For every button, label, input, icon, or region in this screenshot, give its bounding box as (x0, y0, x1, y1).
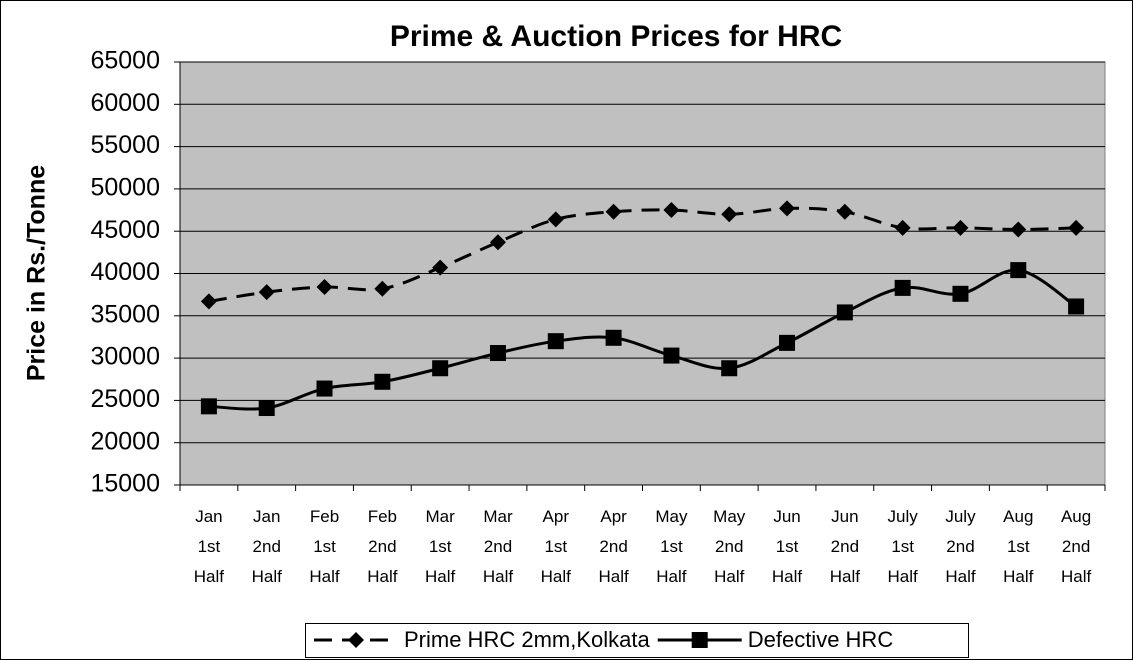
legend-box (305, 623, 969, 658)
y-tick-label: 35000 (90, 300, 160, 328)
marker (1010, 262, 1027, 279)
marker (721, 360, 738, 377)
marker (200, 398, 217, 415)
marker (258, 284, 275, 301)
x-tick-label: Feb 1st Half (309, 507, 340, 586)
x-tick-label: Aug 2nd Half (1061, 507, 1092, 586)
x-tick-label: May 1st Half (655, 507, 688, 586)
marker (605, 203, 622, 220)
marker (316, 380, 333, 397)
legend-label: Defective HRC (748, 627, 894, 652)
marker (432, 360, 449, 377)
x-tick-label: Jun 2nd Half (830, 507, 861, 586)
marker (374, 280, 391, 297)
marker (432, 259, 449, 276)
chart-title: Prime & Auction Prices for HRC (390, 20, 842, 53)
marker (691, 632, 708, 648)
x-tick-label: July 2nd Half (945, 507, 976, 586)
marker (663, 202, 680, 219)
marker (200, 293, 217, 310)
marker (721, 206, 738, 223)
marker (836, 304, 853, 321)
y-tick-label: 60000 (90, 89, 160, 117)
legend-label: Prime HRC 2mm,Kolkata (404, 627, 650, 652)
marker (894, 279, 911, 296)
x-tick-label: Apr 2nd Half (598, 507, 629, 586)
x-tick-label: Feb 2nd Half (367, 507, 398, 586)
y-tick-label: 45000 (90, 216, 160, 244)
marker (348, 632, 364, 648)
marker (836, 203, 853, 220)
x-tick-label: Jan 1st Half (194, 507, 225, 586)
x-tick-label: July 1st Half (888, 507, 919, 586)
y-tick-label: 30000 (90, 343, 160, 371)
marker (779, 334, 796, 351)
y-tick-label: 25000 (90, 385, 160, 413)
y-tick-label: 15000 (90, 470, 160, 498)
marker (1068, 298, 1085, 315)
marker (374, 373, 391, 390)
y-tick-label: 40000 (90, 258, 160, 286)
x-tick-label: Apr 1st Half (541, 507, 572, 586)
series-line (208, 206, 1077, 303)
marker (894, 219, 911, 236)
series-line (208, 268, 1077, 411)
y-tick-label: 50000 (90, 174, 160, 202)
y-tick-label: 20000 (90, 427, 160, 455)
marker (1068, 219, 1085, 236)
marker (316, 279, 333, 296)
x-tick-label: Mar 1st Half (425, 507, 456, 586)
x-tick-label: Mar 2nd Half (483, 507, 514, 586)
marker (952, 285, 969, 302)
marker (952, 219, 969, 236)
marker (779, 200, 796, 217)
marker (605, 329, 622, 346)
y-axis-label: Price in Rs./Tonne (23, 165, 51, 381)
marker (663, 347, 680, 364)
marker (547, 211, 564, 228)
marker (547, 333, 564, 350)
marker (489, 234, 506, 251)
x-tick-label: Jan 2nd Half (252, 507, 283, 586)
y-tick-label: 55000 (90, 131, 160, 159)
marker (258, 400, 275, 417)
x-tick-label: May 2nd Half (713, 507, 746, 586)
x-tick-label: Jun 1st Half (772, 507, 803, 586)
y-tick-label: 65000 (90, 47, 160, 75)
x-tick-label: Aug 1st Half (1003, 507, 1034, 586)
marker (489, 345, 506, 362)
marker (1010, 221, 1027, 238)
